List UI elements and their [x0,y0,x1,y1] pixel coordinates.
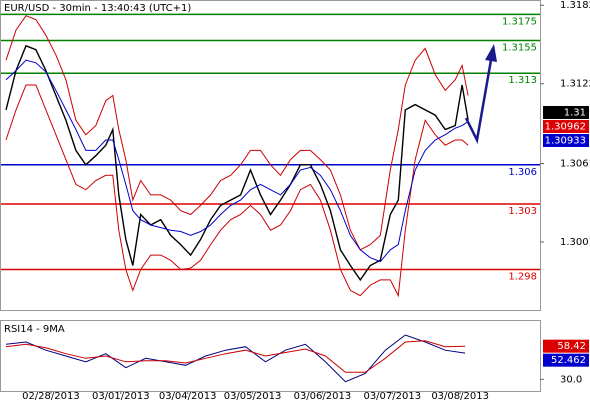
price-marker-label: 58.42 [557,341,586,352]
price-marker-label: 1.31 [564,107,586,118]
price-marker-label: 1.30933 [545,135,586,146]
price-marker-label: 1.30962 [545,121,586,132]
price-marker [543,119,589,133]
x-tick-label: 03/07/2013 [363,391,421,400]
arrow-head [485,44,497,62]
x-tick-label: 02/28/2013 [22,391,80,400]
series-line [5,84,469,298]
level-label: 1.303 [508,206,537,217]
y-tick-label: 1.3182 [560,0,590,11]
x-tick-label: 03/01/2013 [92,391,150,400]
level-label: 1.3175 [502,16,537,27]
x-tick-label: 03/06/2013 [294,391,352,400]
series-line [5,44,469,282]
rsi-frame [0,320,541,392]
series-line [5,340,466,373]
y-tick-label: 1.3122 [560,79,590,90]
price-marker [543,133,589,147]
arrow-line [464,59,493,144]
price-marker [543,353,589,367]
series-line [5,59,469,263]
level-label: 1.313 [508,75,537,86]
y-tick-label: 30.0 [560,374,582,385]
x-tick-label: 03/04/2013 [159,391,217,400]
series-line [5,334,466,383]
chart-title: EUR/USD - 30min - 13:40:43 (UTC+1) [4,3,191,14]
price-marker [543,105,589,119]
level-label: 1.3155 [502,43,537,54]
price-marker-label: 52.462 [551,355,586,366]
forecast-arrow [464,44,497,144]
level-label: 1.306 [508,167,537,178]
rsi-title: RSI14 - 9MA [4,324,65,335]
x-tick-label: 03/05/2013 [224,391,282,400]
price-marker [543,339,589,353]
x-tick-label: 03/08/2013 [431,391,489,400]
level-label: 1.298 [508,271,537,282]
price-frame [0,0,541,311]
series-line [5,15,469,251]
